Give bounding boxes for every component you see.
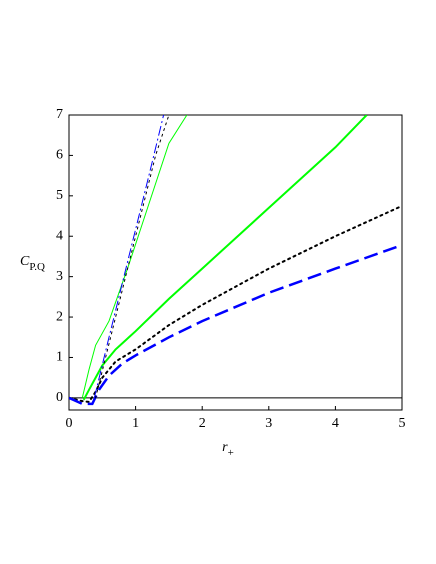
y-label-sub: P.Q: [29, 261, 45, 273]
series-line: [81, 115, 188, 399]
plot-frame: [68, 114, 403, 411]
x-tick-label: 2: [199, 416, 206, 431]
x-tick-label: 4: [332, 416, 339, 431]
y-label-main: C: [20, 254, 30, 269]
series-line: [69, 204, 402, 403]
x-tick-label: 1: [132, 416, 139, 431]
series-line: [69, 243, 402, 406]
series-line: [82, 115, 368, 401]
y-tick-label: 7: [56, 107, 63, 122]
y-tick-label: 0: [56, 390, 63, 405]
x-label-main: r: [222, 440, 228, 455]
series-line: [93, 115, 165, 399]
x-tick-label: 0: [66, 416, 73, 431]
y-tick-label: 3: [56, 269, 63, 284]
x-axis-label: r+: [222, 440, 234, 458]
series-line: [95, 115, 170, 399]
x-tick-label: 3: [265, 416, 272, 431]
y-axis-label: CP.Q: [20, 254, 45, 272]
y-tick-label: 5: [56, 188, 63, 203]
y-tick-label: 6: [56, 148, 63, 163]
x-tick-label: 5: [399, 416, 406, 431]
y-tick-label: 1: [56, 350, 63, 365]
y-tick-label: 4: [56, 228, 63, 243]
y-tick-label: 2: [56, 309, 63, 324]
x-label-sub: +: [228, 447, 234, 459]
